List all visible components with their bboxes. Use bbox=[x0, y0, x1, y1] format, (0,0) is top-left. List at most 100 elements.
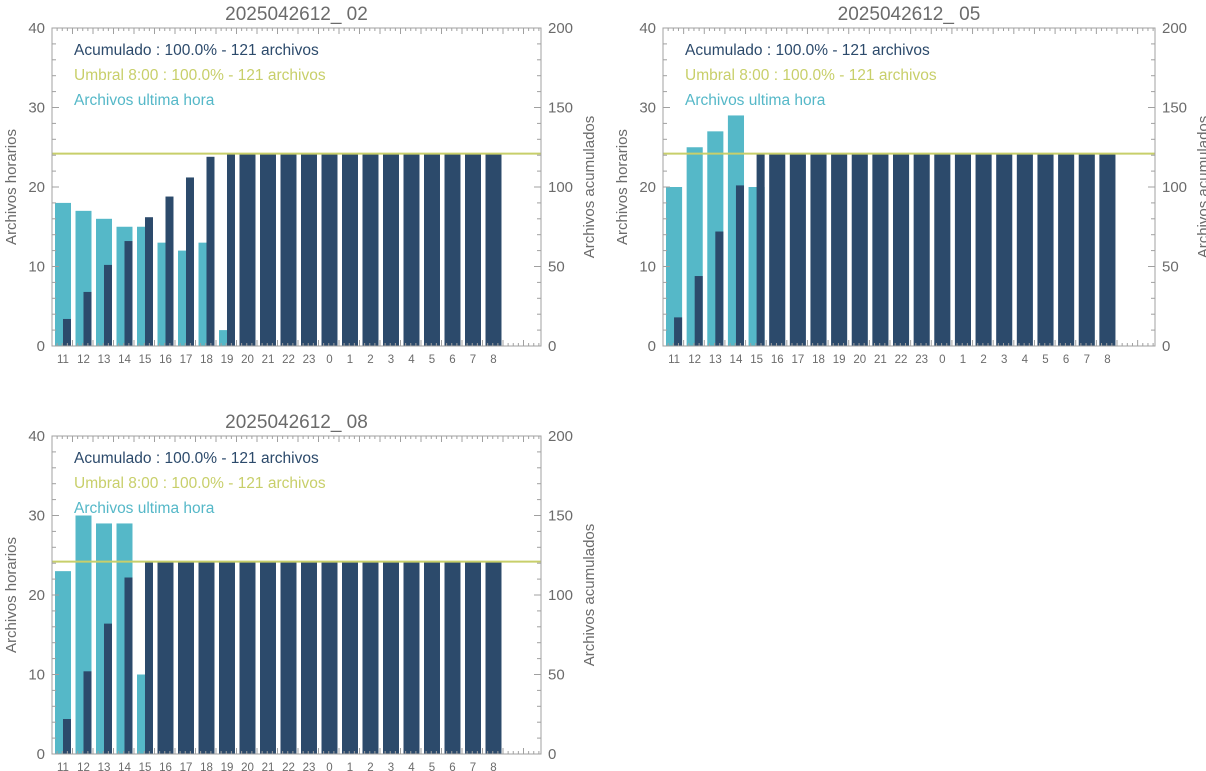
cumulative-bar-17 bbox=[178, 561, 194, 754]
cumulative-bar-23 bbox=[913, 153, 930, 346]
right-tick-label: 0 bbox=[548, 338, 556, 355]
x-tick-label-2: 2 bbox=[367, 354, 373, 366]
x-tick-label-17: 17 bbox=[180, 762, 193, 771]
x-tick-label-12: 12 bbox=[77, 762, 90, 771]
right-tick-label: 100 bbox=[548, 587, 573, 604]
cumulative-bar-7 bbox=[465, 153, 481, 346]
left-tick-label: 0 bbox=[648, 338, 656, 355]
panel-title: 2025042612_ 08 bbox=[225, 412, 368, 433]
cumulative-bar-5 bbox=[424, 153, 440, 346]
cumulative-bar-1 bbox=[342, 153, 358, 346]
x-tick-label-17: 17 bbox=[180, 354, 193, 366]
left-tick-label: 20 bbox=[639, 179, 656, 196]
x-tick-label-6: 6 bbox=[1063, 354, 1069, 366]
right-axis-label: Archivos acumulados bbox=[581, 116, 598, 259]
cumulative-bar-18 bbox=[198, 561, 215, 754]
left-tick-label: 30 bbox=[639, 100, 656, 117]
cumulative-bar-0 bbox=[321, 153, 338, 346]
x-tick-label-16: 16 bbox=[771, 354, 784, 366]
cumulative-bar-4 bbox=[403, 561, 420, 754]
hourly-bar-11 bbox=[55, 202, 71, 346]
cumulative-bar-4 bbox=[1016, 153, 1033, 346]
x-tick-label-21: 21 bbox=[262, 762, 275, 771]
x-tick-label-22: 22 bbox=[282, 762, 295, 771]
x-tick-label-13: 13 bbox=[709, 354, 722, 366]
x-tick-label-4: 4 bbox=[408, 762, 415, 771]
x-tick-label-15: 15 bbox=[139, 762, 152, 771]
x-tick-label-0: 0 bbox=[326, 762, 332, 771]
x-tick-label-6: 6 bbox=[449, 354, 455, 366]
x-tick-label-13: 13 bbox=[98, 762, 111, 771]
legend-entry-2: Umbral 8:00 : 100.0% - 121 archivos bbox=[74, 67, 326, 84]
x-tick-label-8: 8 bbox=[490, 354, 496, 366]
left-axis-label: Archivos horarios bbox=[614, 129, 631, 245]
left-tick-label: 10 bbox=[639, 259, 656, 276]
left-axis-label: Archivos horarios bbox=[3, 537, 20, 653]
cumulative-bar-2 bbox=[362, 153, 379, 346]
x-tick-label-7: 7 bbox=[470, 762, 476, 771]
left-tick-label: 20 bbox=[28, 587, 45, 604]
left-tick-label: 40 bbox=[28, 428, 45, 445]
x-tick-label-19: 19 bbox=[221, 354, 234, 366]
x-tick-label-7: 7 bbox=[470, 354, 476, 366]
cumulative-bar-5 bbox=[1037, 153, 1054, 346]
cumulative-bar-13 bbox=[103, 623, 112, 754]
x-tick-label-22: 22 bbox=[895, 354, 908, 366]
x-tick-label-8: 8 bbox=[1104, 354, 1110, 366]
legend-entry-3: Archivos ultima hora bbox=[74, 92, 215, 109]
cumulative-bar-2 bbox=[362, 561, 379, 754]
x-tick-label-14: 14 bbox=[118, 762, 131, 771]
right-tick-label: 200 bbox=[548, 20, 573, 37]
x-tick-label-19: 19 bbox=[221, 762, 234, 771]
right-tick-label: 200 bbox=[1162, 20, 1187, 37]
x-tick-label-15: 15 bbox=[139, 354, 152, 366]
right-tick-label: 200 bbox=[548, 428, 573, 445]
right-tick-label: 50 bbox=[548, 667, 565, 684]
x-tick-label-3: 3 bbox=[388, 762, 394, 771]
cumulative-bar-11 bbox=[62, 719, 71, 754]
cumulative-bar-3 bbox=[383, 561, 399, 754]
x-tick-label-21: 21 bbox=[262, 354, 275, 366]
cumulative-bar-8 bbox=[485, 561, 502, 754]
x-tick-label-17: 17 bbox=[791, 354, 804, 366]
hourly-bar-11 bbox=[55, 571, 71, 754]
cumulative-bar-6 bbox=[444, 153, 461, 346]
cumulative-bar-16 bbox=[769, 153, 786, 346]
cumulative-bar-13 bbox=[715, 231, 724, 346]
cumulative-bar-12 bbox=[83, 291, 92, 346]
right-tick-label: 0 bbox=[548, 746, 556, 763]
cumulative-bar-7 bbox=[1078, 153, 1095, 346]
legend-entry-1: Acumulado : 100.0% - 121 archivos bbox=[685, 42, 930, 59]
cumulative-bar-6 bbox=[444, 561, 461, 754]
cumulative-bar-11 bbox=[62, 318, 71, 346]
x-tick-label-13: 13 bbox=[98, 354, 111, 366]
x-tick-label-11: 11 bbox=[57, 354, 69, 366]
x-tick-label-3: 3 bbox=[1001, 354, 1007, 366]
cumulative-bar-2 bbox=[975, 153, 992, 346]
left-tick-label: 30 bbox=[28, 508, 45, 525]
cumulative-bar-15 bbox=[144, 561, 153, 754]
right-tick-label: 50 bbox=[1162, 259, 1179, 276]
legend-entry-2: Umbral 8:00 : 100.0% - 121 archivos bbox=[74, 475, 326, 492]
x-tick-label-18: 18 bbox=[200, 354, 213, 366]
x-tick-label-20: 20 bbox=[241, 762, 254, 771]
cumulative-bar-22 bbox=[280, 153, 297, 346]
cumulative-bar-6 bbox=[1058, 153, 1075, 346]
x-tick-label-14: 14 bbox=[730, 354, 743, 366]
left-tick-label: 0 bbox=[37, 338, 45, 355]
cumulative-bar-3 bbox=[383, 153, 399, 346]
cumulative-bar-15 bbox=[756, 153, 765, 346]
x-tick-label-5: 5 bbox=[429, 762, 435, 771]
left-tick-label: 40 bbox=[639, 20, 656, 37]
right-axis-label: Archivos acumulados bbox=[1195, 116, 1206, 259]
cumulative-bar-21 bbox=[260, 561, 276, 754]
cumulative-bar-13 bbox=[103, 264, 112, 346]
x-tick-label-21: 21 bbox=[874, 354, 887, 366]
cumulative-bar-11 bbox=[674, 317, 683, 346]
legend-entry-3: Archivos ultima hora bbox=[74, 500, 215, 517]
cumulative-bar-15 bbox=[144, 217, 153, 346]
legend-entry-1: Acumulado : 100.0% - 121 archivos bbox=[74, 450, 319, 467]
x-tick-label-2: 2 bbox=[980, 354, 986, 366]
right-tick-label: 50 bbox=[548, 259, 565, 276]
